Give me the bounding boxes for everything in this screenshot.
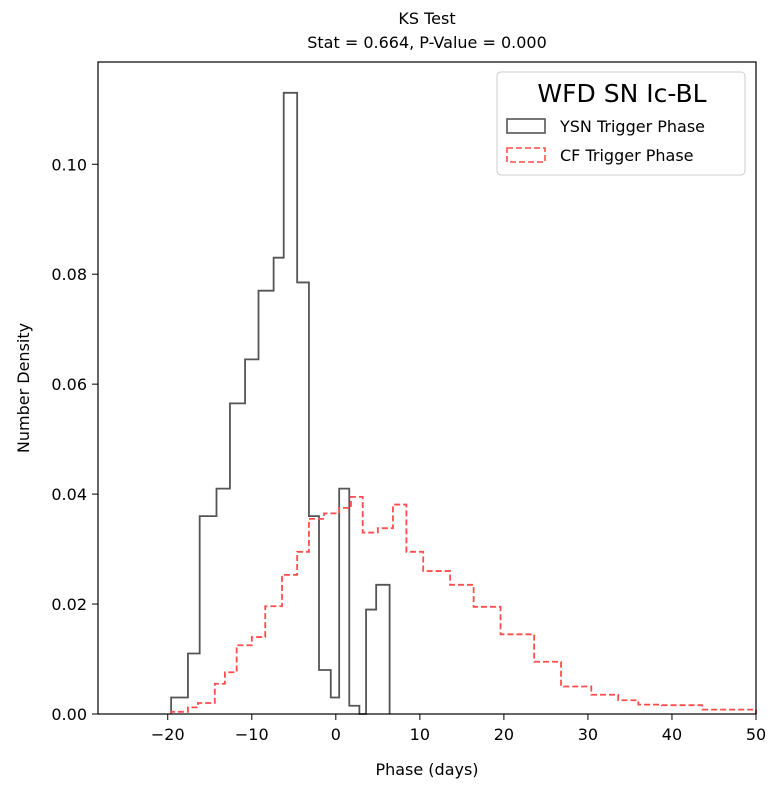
chart-title-group: KS Test Stat = 0.664, P-Value = 0.000	[307, 9, 547, 52]
histogram-series-cf	[170, 495, 757, 714]
plot-frame	[97, 61, 757, 715]
series-layer	[170, 91, 757, 715]
chart-title: KS Test	[398, 9, 455, 28]
legend-swatch-ysn	[506, 118, 546, 134]
legend-box	[496, 71, 746, 176]
chart-subtitle: Stat = 0.664, P-Value = 0.000	[307, 33, 547, 52]
x-tick-label: −10	[235, 725, 269, 744]
legend: WFD SN Ic-BL YSN Trigger Phase CF Trigge…	[496, 71, 746, 176]
y-axis: 0.00 0.02 0.04 0.06 0.08 0.10	[51, 155, 98, 724]
x-axis: −20 −10 0 10 20 30 40 50	[151, 714, 766, 744]
y-tick-label: 0.08	[51, 265, 87, 284]
y-tick-label: 0.10	[51, 155, 87, 174]
x-tick-label: −20	[151, 725, 185, 744]
x-tick-label: 30	[578, 725, 598, 744]
legend-label-cf: CF Trigger Phase	[560, 146, 694, 165]
histogram-series-ysn	[170, 91, 391, 715]
y-axis-label: Number Density	[14, 323, 33, 453]
y-tick-label: 0.02	[51, 595, 87, 614]
x-tick-label: 0	[331, 725, 341, 744]
x-axis-label: Phase (days)	[375, 760, 478, 779]
y-tick-label: 0.00	[51, 705, 87, 724]
x-tick-label: 10	[410, 725, 430, 744]
x-tick-label: 50	[746, 725, 766, 744]
x-tick-label: 40	[662, 725, 682, 744]
legend-swatch-cf	[506, 147, 546, 163]
legend-title: WFD SN Ic-BL	[537, 79, 706, 108]
legend-label-ysn: YSN Trigger Phase	[559, 117, 705, 136]
y-tick-label: 0.04	[51, 485, 87, 504]
y-tick-label: 0.06	[51, 375, 87, 394]
x-tick-label: 20	[494, 725, 514, 744]
